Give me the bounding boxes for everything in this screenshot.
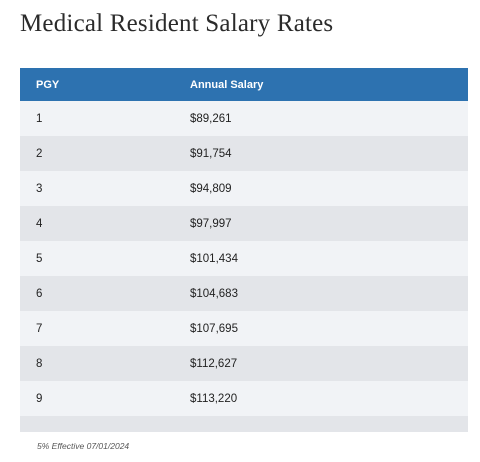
table-row: 5 $101,434 xyxy=(20,241,468,276)
pgy-cell: 4 xyxy=(36,217,43,230)
salary-cell: $113,220 xyxy=(190,392,238,405)
column-header-annual-salary: Annual Salary xyxy=(190,78,264,91)
salary-cell: $101,434 xyxy=(190,252,238,265)
pgy-cell: 2 xyxy=(36,147,43,160)
table-spacer-row xyxy=(20,416,468,432)
page-title: Medical Resident Salary Rates xyxy=(20,10,334,37)
table-row: 4 $97,997 xyxy=(20,206,468,241)
salary-cell: $107,695 xyxy=(190,322,238,335)
pgy-cell: 1 xyxy=(36,112,43,125)
salary-cell: $91,754 xyxy=(190,147,232,160)
table-header-row: PGY Annual Salary xyxy=(20,68,468,101)
table-row: 1 $89,261 xyxy=(20,101,468,136)
table-header: PGY Annual Salary xyxy=(20,68,468,101)
table-row: 6 $104,683 xyxy=(20,276,468,311)
table-row: 9 $113,220 xyxy=(20,381,468,416)
table-row: 3 $94,809 xyxy=(20,171,468,206)
salary-cell: $94,809 xyxy=(190,182,232,195)
pgy-cell: 6 xyxy=(36,287,43,300)
salary-cell: $97,997 xyxy=(190,217,232,230)
pgy-cell: 9 xyxy=(36,392,43,405)
column-header-pgy: PGY xyxy=(36,78,60,91)
table-row: 2 $91,754 xyxy=(20,136,468,171)
salary-table: PGY Annual Salary 1 $89,261 2 $91,754 3 … xyxy=(20,68,468,432)
spacer-cell xyxy=(20,416,190,432)
pgy-cell: 3 xyxy=(36,182,43,195)
pgy-cell: 7 xyxy=(36,322,43,335)
salary-cell: $89,261 xyxy=(190,112,232,125)
spacer-cell xyxy=(190,416,468,432)
salary-cell: $112,627 xyxy=(190,357,238,370)
effective-date-footnote: 5% Effective 07/01/2024 xyxy=(37,441,130,451)
table-row: 7 $107,695 xyxy=(20,311,468,346)
table-body: 1 $89,261 2 $91,754 3 $94,809 4 $97,997 … xyxy=(20,101,468,432)
pgy-cell: 5 xyxy=(36,252,43,265)
pgy-cell: 8 xyxy=(36,357,43,370)
table-row: 8 $112,627 xyxy=(20,346,468,381)
salary-cell: $104,683 xyxy=(190,287,238,300)
